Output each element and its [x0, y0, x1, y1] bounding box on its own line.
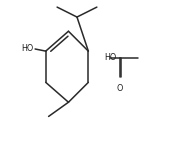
Text: O: O	[116, 84, 123, 93]
Text: HO: HO	[21, 44, 34, 54]
Text: HO: HO	[104, 53, 116, 62]
